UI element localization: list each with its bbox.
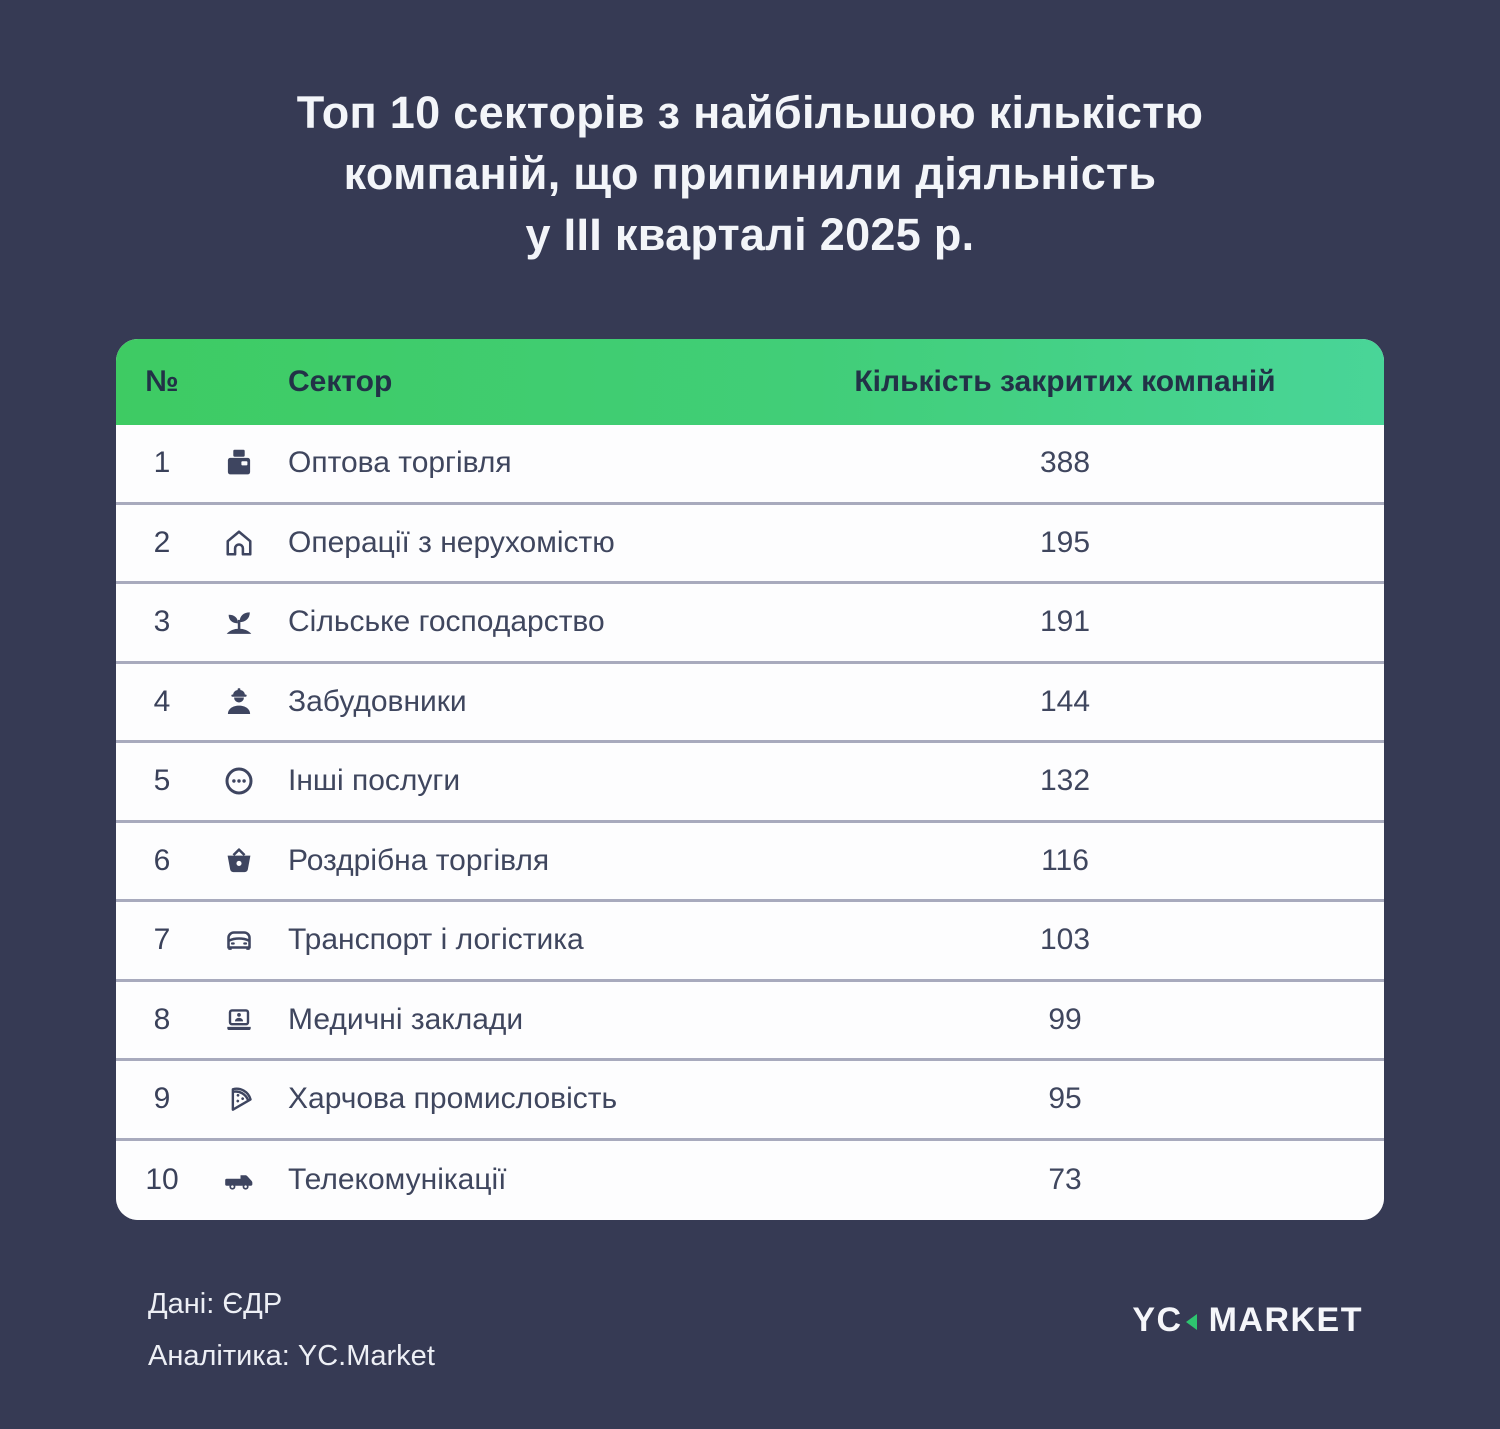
row-rank: 4 — [153, 684, 171, 718]
closed-count: 103 — [1039, 923, 1091, 957]
sprout-icon — [208, 604, 270, 640]
car-icon — [208, 922, 270, 958]
closed-count: 191 — [1039, 605, 1091, 639]
table-row: 9 Харчова промисловість 95 — [116, 1061, 1384, 1141]
header-closed-count: Кількість закритих компаній — [854, 365, 1276, 398]
closed-count: 195 — [1039, 525, 1091, 559]
sector-label: Операції з нерухомістю — [288, 525, 615, 559]
row-rank: 9 — [153, 1082, 171, 1116]
table-row: 3 Сільське господарство 191 — [116, 584, 1384, 664]
sector-label: Транспорт і логістика — [288, 923, 584, 957]
row-rank: 10 — [145, 1163, 179, 1197]
sectors-table: № Сектор Кількість закритих компаній 1 О… — [116, 339, 1384, 1220]
header-sector: Сектор — [288, 365, 393, 398]
table-row: 7 Транспорт і логістика 103 — [116, 902, 1384, 982]
table-row: 4 Забудовники 144 — [116, 663, 1384, 743]
laptop-person-icon — [208, 1002, 270, 1038]
table-row: 6 Роздрібна торгівля 116 — [116, 822, 1384, 902]
closed-count: 95 — [1048, 1082, 1082, 1116]
header-number: № — [145, 365, 179, 398]
data-credits: Дані: ЄДР Аналітика: YC.Market — [148, 1278, 435, 1382]
page-title: Топ 10 секторів з найбільшою кількістю к… — [0, 0, 1500, 265]
logo-green-arrow-icon — [1185, 1314, 1197, 1330]
package-icon — [208, 445, 270, 481]
footer: Дані: ЄДР Аналітика: YC.Market YC MARKET — [115, 1278, 1385, 1382]
closed-count: 132 — [1039, 764, 1091, 798]
closed-count: 99 — [1048, 1002, 1082, 1036]
row-rank: 2 — [153, 525, 171, 559]
closed-count: 144 — [1039, 684, 1091, 718]
row-rank: 1 — [153, 446, 171, 480]
page-title-line-1: Топ 10 секторів з найбільшою кількістю — [296, 87, 1204, 138]
table-row: 8 Медичні заклади 99 — [116, 981, 1384, 1061]
sector-label: Харчова промисловість — [288, 1082, 618, 1116]
sector-label: Сільське господарство — [288, 605, 605, 639]
sector-label: Забудовники — [288, 684, 467, 718]
sector-label: Телекомунікації — [288, 1163, 507, 1197]
table-row: 10 Телекомунікації 73 — [116, 1140, 1384, 1220]
row-rank: 8 — [153, 1002, 171, 1036]
row-rank: 7 — [153, 923, 171, 957]
row-rank: 3 — [153, 605, 171, 639]
page-title-line-2: компаній, що припинили діяльність — [343, 148, 1157, 199]
closed-count: 73 — [1048, 1163, 1082, 1197]
closed-count: 388 — [1039, 446, 1091, 480]
shopping-basket-icon — [208, 843, 270, 879]
logo-text-yc: YC — [1132, 1300, 1183, 1339]
sector-label: Інші послуги — [288, 764, 461, 798]
pizza-icon — [208, 1081, 270, 1117]
page-title-line-3: у III кварталі 2025 р. — [525, 209, 975, 260]
sector-label: Медичні заклади — [288, 1002, 524, 1036]
row-rank: 6 — [153, 843, 171, 877]
home-icon — [208, 525, 270, 561]
table-row: 2 Операції з нерухомістю 195 — [116, 504, 1384, 584]
ellipsis-circle-icon — [208, 763, 270, 799]
table-row: 1 Оптова торгівля 388 — [116, 425, 1384, 505]
analytics-credit: Аналітика: YC.Market — [148, 1340, 435, 1372]
construction-worker-icon — [208, 684, 270, 720]
yc-market-logo: YC MARKET — [1132, 1301, 1363, 1340]
truck-icon — [208, 1162, 270, 1198]
logo-text-market: MARKET — [1208, 1300, 1363, 1339]
closed-count: 116 — [1041, 843, 1089, 877]
row-rank: 5 — [153, 764, 171, 798]
sector-label: Оптова торгівля — [288, 446, 512, 480]
sector-label: Роздрібна торгівля — [288, 843, 550, 877]
table-row: 5 Інші послуги 132 — [116, 743, 1384, 823]
data-source: Дані: ЄДР — [148, 1288, 283, 1320]
table-header-row: № Сектор Кількість закритих компаній — [116, 339, 1384, 425]
